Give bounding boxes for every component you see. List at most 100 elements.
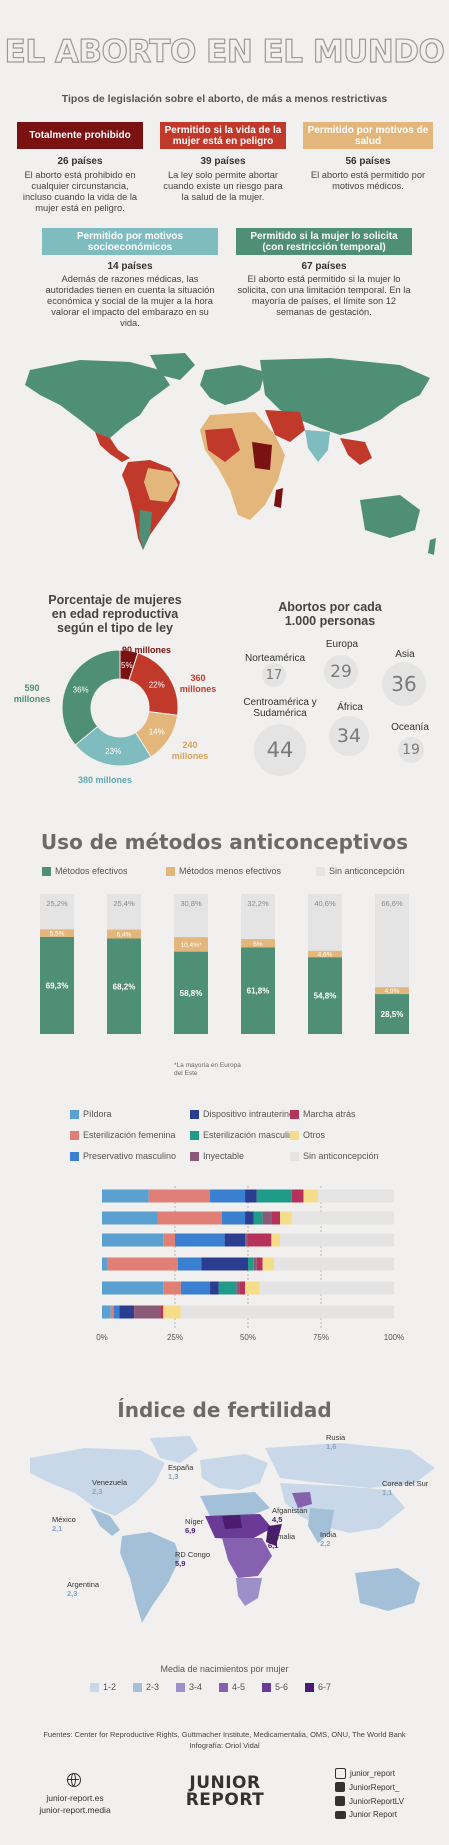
method-segment <box>248 1257 254 1271</box>
map-india <box>305 430 330 462</box>
footer-web-es[interactable]: junior-report.es <box>46 1793 104 1803</box>
fertility-legend-title: Media de nacimientos por mujer <box>160 1664 289 1674</box>
map-africa-east <box>252 442 272 470</box>
category-desc-on-request: El aborto está permitido si la mujer lo … <box>237 274 411 317</box>
methods-legend-item: Sin anticoncepción <box>290 1151 400 1161</box>
method-segment <box>160 1305 164 1319</box>
fertility-value: 4,5 <box>272 1515 283 1524</box>
fertility-legend-item: 6-7 <box>305 1682 331 1692</box>
abortions-title: Abortos por cada 1.000 personas <box>278 600 382 628</box>
legend-swatch <box>190 1130 199 1140</box>
fert-africa-north <box>200 1492 270 1518</box>
bar-none <box>107 894 141 930</box>
globe-icon <box>67 1773 81 1787</box>
page-title: EL ABORTO EN EL MUNDO <box>4 33 445 70</box>
bar-label-none: 66,6% <box>381 899 403 908</box>
method-segment <box>262 1211 272 1225</box>
abortion-circle-oceania: 19 <box>398 737 424 763</box>
fertility-country: México <box>52 1515 76 1524</box>
fertility-country: Venezuela <box>92 1478 128 1487</box>
methods-legend-item: Preservativo masculino <box>70 1151 180 1161</box>
fertility-country: España <box>168 1463 194 1472</box>
donut-slice-pct: 23% <box>105 747 121 756</box>
junior-report-logo: JUNIOR REPORT <box>185 1775 265 1809</box>
bar-none <box>308 894 342 951</box>
category-box-life-danger: Permitido si la vida de la mujer está en… <box>160 122 286 149</box>
bar-none <box>40 894 74 930</box>
method-segment <box>256 1189 292 1203</box>
method-segment <box>253 1211 263 1225</box>
method-segment <box>218 1281 237 1295</box>
bar-less-effective <box>241 939 275 948</box>
method-segment <box>259 1281 394 1295</box>
fertility-value: 2,1 <box>52 1524 63 1533</box>
fert-europe <box>200 1454 268 1490</box>
fertility-label: Venezuela 2,3 <box>92 1478 127 1496</box>
legend-none: Sin anticoncepción <box>316 866 405 876</box>
category-count-health: 56 países <box>345 156 391 167</box>
bar-effective <box>40 936 74 1034</box>
fertility-country: RD Congo <box>175 1550 211 1559</box>
fertility-label: España 1,3 <box>168 1463 193 1481</box>
bar-label-none: 25,4% <box>113 899 135 908</box>
bar-label-less: 10,4%* <box>181 942 202 949</box>
fertility-value: 1,1 <box>382 1488 393 1497</box>
fertility-country: Rusia <box>326 1433 346 1442</box>
method-segment <box>102 1305 111 1319</box>
abortion-region-oceania: Oceanía <box>391 722 429 733</box>
method-segment <box>119 1305 135 1319</box>
fertility-legend-item: 1-2 <box>90 1682 116 1692</box>
bar-none <box>174 894 208 938</box>
fert-africa-central <box>222 1538 272 1578</box>
method-segment <box>262 1257 275 1271</box>
footer-web-media[interactable]: junior-report.media <box>39 1805 111 1815</box>
fertility-value: 5,9 <box>175 1559 186 1568</box>
social-facebook[interactable]: JuniorReportLV <box>335 1796 404 1806</box>
footer-credit: Infografía: Oriol Vidal <box>189 1741 260 1750</box>
methods-legend-item: Dispositivo intrauterino <box>190 1109 300 1119</box>
fert-australia <box>355 1568 420 1611</box>
bar-label-none: 30,8% <box>180 899 202 908</box>
bar-label-effective: 54,8% <box>314 992 337 1001</box>
bar-effective <box>174 951 208 1034</box>
method-segment <box>280 1211 292 1225</box>
legend-label: 6-7 <box>318 1682 332 1692</box>
donut-slice-pct: 5% <box>121 661 133 670</box>
bar-label-effective: 28,5% <box>381 1010 404 1019</box>
europe-footnote: *La mayoría en Europa del Este <box>174 1062 241 1077</box>
bar-label-none: 32,2% <box>247 899 269 908</box>
donut-label-240: 240 millones <box>171 740 209 761</box>
method-segment <box>177 1257 202 1271</box>
fertility-legend-item: 2-3 <box>133 1682 159 1692</box>
legend-label: Preservativo masculino <box>83 1151 177 1161</box>
contraception-chart: 25,2% 5,5% 69,3% 25,4% 6,4% 68,2% 30,8% 10,4%* 5… <box>40 894 409 1034</box>
bar-label-effective: 61,8% <box>247 987 270 996</box>
abortion-region-europe: Europa <box>325 639 359 650</box>
method-segment <box>148 1189 211 1203</box>
fertility-value: 2,2 <box>320 1539 331 1548</box>
social-twitter[interactable]: JuniorReport_ <box>335 1782 399 1792</box>
method-segment <box>163 1305 181 1319</box>
category-box-health: Permitido por motivos de salud <box>303 122 433 149</box>
abortion-circle-asia: 36 <box>382 662 426 706</box>
abortion-region-asia: Asia <box>395 649 415 660</box>
legend-swatch <box>90 1682 99 1692</box>
method-segment <box>163 1233 175 1247</box>
methods-legend-item: Píldora <box>70 1109 180 1119</box>
method-segment <box>110 1305 114 1319</box>
map-europe <box>200 365 265 405</box>
social-instagram[interactable]: junior_report <box>335 1768 395 1779</box>
legend-label: 1-2 <box>103 1682 117 1692</box>
bar-less-effective <box>107 929 141 939</box>
donut-slice-pct: 14% <box>149 727 165 736</box>
bar-label-none: 40,6% <box>314 899 336 908</box>
abortion-circle-europe: 29 <box>324 655 358 689</box>
social-youtube[interactable]: Junior Report <box>335 1810 397 1819</box>
legend-swatch <box>70 1109 79 1119</box>
bar-label-none: 25,2% <box>46 899 68 908</box>
abortion-region-latam: Centroamérica y Sudamérica <box>243 697 317 719</box>
map-north-america <box>25 360 170 438</box>
fertility-label: RD Congo 5,9 <box>175 1550 210 1568</box>
fertility-label: India 2,2 <box>320 1530 336 1548</box>
bar-label-effective: 68,2% <box>113 982 136 991</box>
